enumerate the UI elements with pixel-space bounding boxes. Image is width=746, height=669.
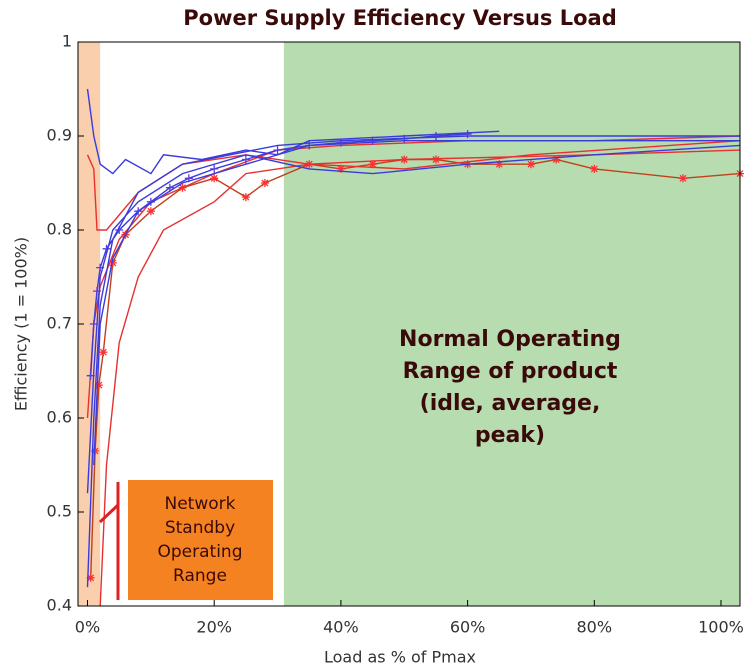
standby-annotation: Range xyxy=(173,566,227,586)
point-marker xyxy=(99,348,108,357)
series-line xyxy=(99,149,741,607)
point-marker xyxy=(273,146,282,155)
point-marker xyxy=(590,164,599,173)
standby-annotation: Standby xyxy=(165,518,235,538)
series-line xyxy=(86,135,740,588)
standby-pointer xyxy=(98,503,120,524)
chart-title: Power Supply Efficiency Versus Load xyxy=(183,6,617,30)
point-marker xyxy=(431,132,440,140)
x-tick-label: 40% xyxy=(323,618,359,637)
standby-box xyxy=(128,480,273,600)
x-tick-label: 0% xyxy=(75,618,100,637)
range-annotation: (idle, average, xyxy=(420,391,601,416)
y-tick-label: 0.8 xyxy=(47,220,72,239)
x-tick-label: 100% xyxy=(698,618,744,637)
y-tick-label: 0.9 xyxy=(47,126,72,145)
point-marker xyxy=(336,138,345,147)
y-tick-label: 0.5 xyxy=(47,502,72,521)
annotations: Normal Operating Range of product (idle, a… xyxy=(98,327,621,600)
point-marker xyxy=(526,160,535,169)
y-tick-label: 0.4 xyxy=(47,596,72,615)
range-annotation: Normal Operating xyxy=(399,327,621,352)
point-marker xyxy=(146,207,155,216)
x-tick-label: 20% xyxy=(196,618,232,637)
point-marker xyxy=(241,193,250,202)
series-line xyxy=(86,88,500,175)
point-marker xyxy=(336,164,345,173)
standby-annotation: Network xyxy=(165,494,236,514)
range-annotation: peak) xyxy=(475,423,545,448)
y-axis-label: Efficiency (1 = 100%) xyxy=(12,237,31,411)
point-marker xyxy=(108,258,117,267)
ticks: 0% 20% 40% 60% 80% 100% 0.4 0.5 0.6 0.7 0.8 0.9 1 xyxy=(47,32,744,637)
point-marker xyxy=(552,155,561,164)
point-marker xyxy=(260,179,269,187)
x-tick-label: 60% xyxy=(450,618,486,637)
series-line xyxy=(93,140,740,466)
series-line xyxy=(86,144,741,494)
point-marker xyxy=(94,381,103,390)
point-marker xyxy=(241,155,250,164)
point-marker xyxy=(463,130,472,139)
point-marker xyxy=(210,164,219,173)
point-marker xyxy=(86,573,95,582)
x-tick-label: 80% xyxy=(577,618,613,637)
x-axis-label: Load as % of Pmax xyxy=(324,648,476,667)
point-marker xyxy=(678,174,687,183)
point-marker xyxy=(368,160,377,169)
y-tick-label: 0.7 xyxy=(47,314,72,333)
y-tick-label: 0.6 xyxy=(47,408,72,427)
point-marker xyxy=(431,155,440,164)
lines xyxy=(86,88,744,607)
point-marker xyxy=(495,160,504,169)
standby-annotation: Operating xyxy=(158,542,243,562)
range-annotation: Range of product xyxy=(403,359,618,384)
y-tick-label: 1 xyxy=(62,32,72,51)
point-marker xyxy=(210,174,219,183)
shaded-region xyxy=(283,42,740,606)
